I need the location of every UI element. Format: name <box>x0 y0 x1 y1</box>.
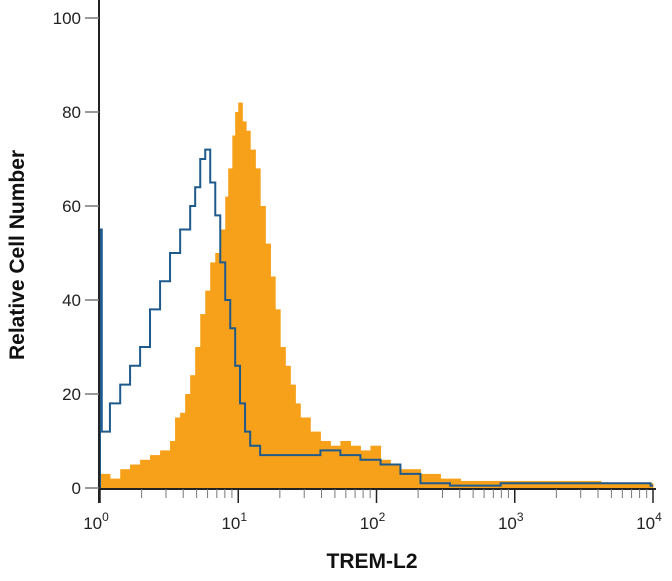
histogram-bar <box>420 473 441 489</box>
histogram-bar <box>310 431 321 489</box>
histogram-bar <box>280 347 286 489</box>
histogram-bar <box>150 455 161 489</box>
x-tick-exponent: 1 <box>240 510 247 524</box>
filled-histogram <box>100 102 654 490</box>
x-tick-label: 104 <box>636 510 662 533</box>
histogram-bar <box>195 347 201 489</box>
histogram-bar <box>120 469 131 489</box>
x-tick-label: 101 <box>221 510 247 533</box>
histogram-bar <box>260 206 266 489</box>
histogram-bar <box>265 243 271 489</box>
histogram-bar <box>290 384 296 489</box>
outline-histogram <box>99 148 653 488</box>
histogram-bar <box>170 441 176 489</box>
x-tick-exponent: 4 <box>655 510 662 524</box>
histogram-bar <box>180 412 186 489</box>
histogram-bar <box>255 168 261 489</box>
x-tick-base: 10 <box>83 514 102 533</box>
histogram-bar <box>300 417 311 489</box>
histogram-bar <box>140 459 151 489</box>
y-tick-label: 20 <box>62 385 81 404</box>
histogram-bar <box>600 482 652 489</box>
histogram-bar <box>551 480 602 489</box>
y-tick-label: 60 <box>62 197 81 216</box>
x-tick-base: 10 <box>221 514 240 533</box>
histogram-bar <box>232 135 236 489</box>
x-tick-label: 103 <box>498 510 524 533</box>
histogram-bar <box>295 403 301 489</box>
histogram-bar <box>350 445 361 489</box>
x-tick-label: 100 <box>83 510 109 533</box>
x-tick-exponent: 0 <box>102 510 109 524</box>
histogram-bar <box>185 394 191 489</box>
histogram-bar <box>160 450 171 489</box>
histogram-bar <box>360 450 371 489</box>
histogram-bar <box>109 478 121 489</box>
x-ticks: 100 101 102 103 104 <box>83 489 662 533</box>
histogram-bar <box>320 441 331 489</box>
histogram-bar <box>270 276 276 489</box>
x-tick-exponent: 2 <box>379 510 386 524</box>
histogram-bar <box>330 445 341 489</box>
histogram-bar <box>100 473 111 489</box>
y-ticks: 0 20 40 60 80 100 <box>53 9 99 498</box>
histogram-bar <box>250 149 256 489</box>
histogram-bar <box>246 130 251 490</box>
histogram-bar <box>220 229 226 489</box>
x-tick-label: 102 <box>360 510 386 533</box>
histogram-bar <box>242 121 247 490</box>
y-axis-title: Relative Cell Number <box>6 150 29 360</box>
histogram-bar <box>400 469 421 489</box>
y-tick-label: 100 <box>53 9 81 28</box>
histogram-bar <box>275 309 281 489</box>
histogram-bar <box>190 375 196 489</box>
x-tick-base: 10 <box>498 514 517 533</box>
x-tick-base: 10 <box>636 514 655 533</box>
histogram-bar <box>235 112 239 489</box>
histogram-bar <box>390 464 401 489</box>
x-axis-title: TREM-L2 <box>327 550 418 573</box>
histogram-bar <box>370 445 382 489</box>
histogram-bar <box>215 253 221 489</box>
histogram-bar <box>340 441 351 489</box>
histogram-bar <box>225 196 229 489</box>
x-tick-exponent: 3 <box>517 510 524 524</box>
y-tick-label: 40 <box>62 291 81 310</box>
y-tick-label: 80 <box>62 103 81 122</box>
x-tick-base: 10 <box>360 514 379 533</box>
histogram-bar <box>380 459 391 489</box>
histogram-bar <box>238 102 243 489</box>
histogram-bar <box>285 365 291 489</box>
histogram-bar <box>130 464 141 489</box>
histogram-bar <box>210 262 216 489</box>
histogram-bar <box>200 314 206 489</box>
y-tick-label: 0 <box>72 479 81 498</box>
histogram-bar <box>205 290 211 489</box>
histogram-bar <box>500 480 552 489</box>
histogram-bar <box>175 417 181 489</box>
